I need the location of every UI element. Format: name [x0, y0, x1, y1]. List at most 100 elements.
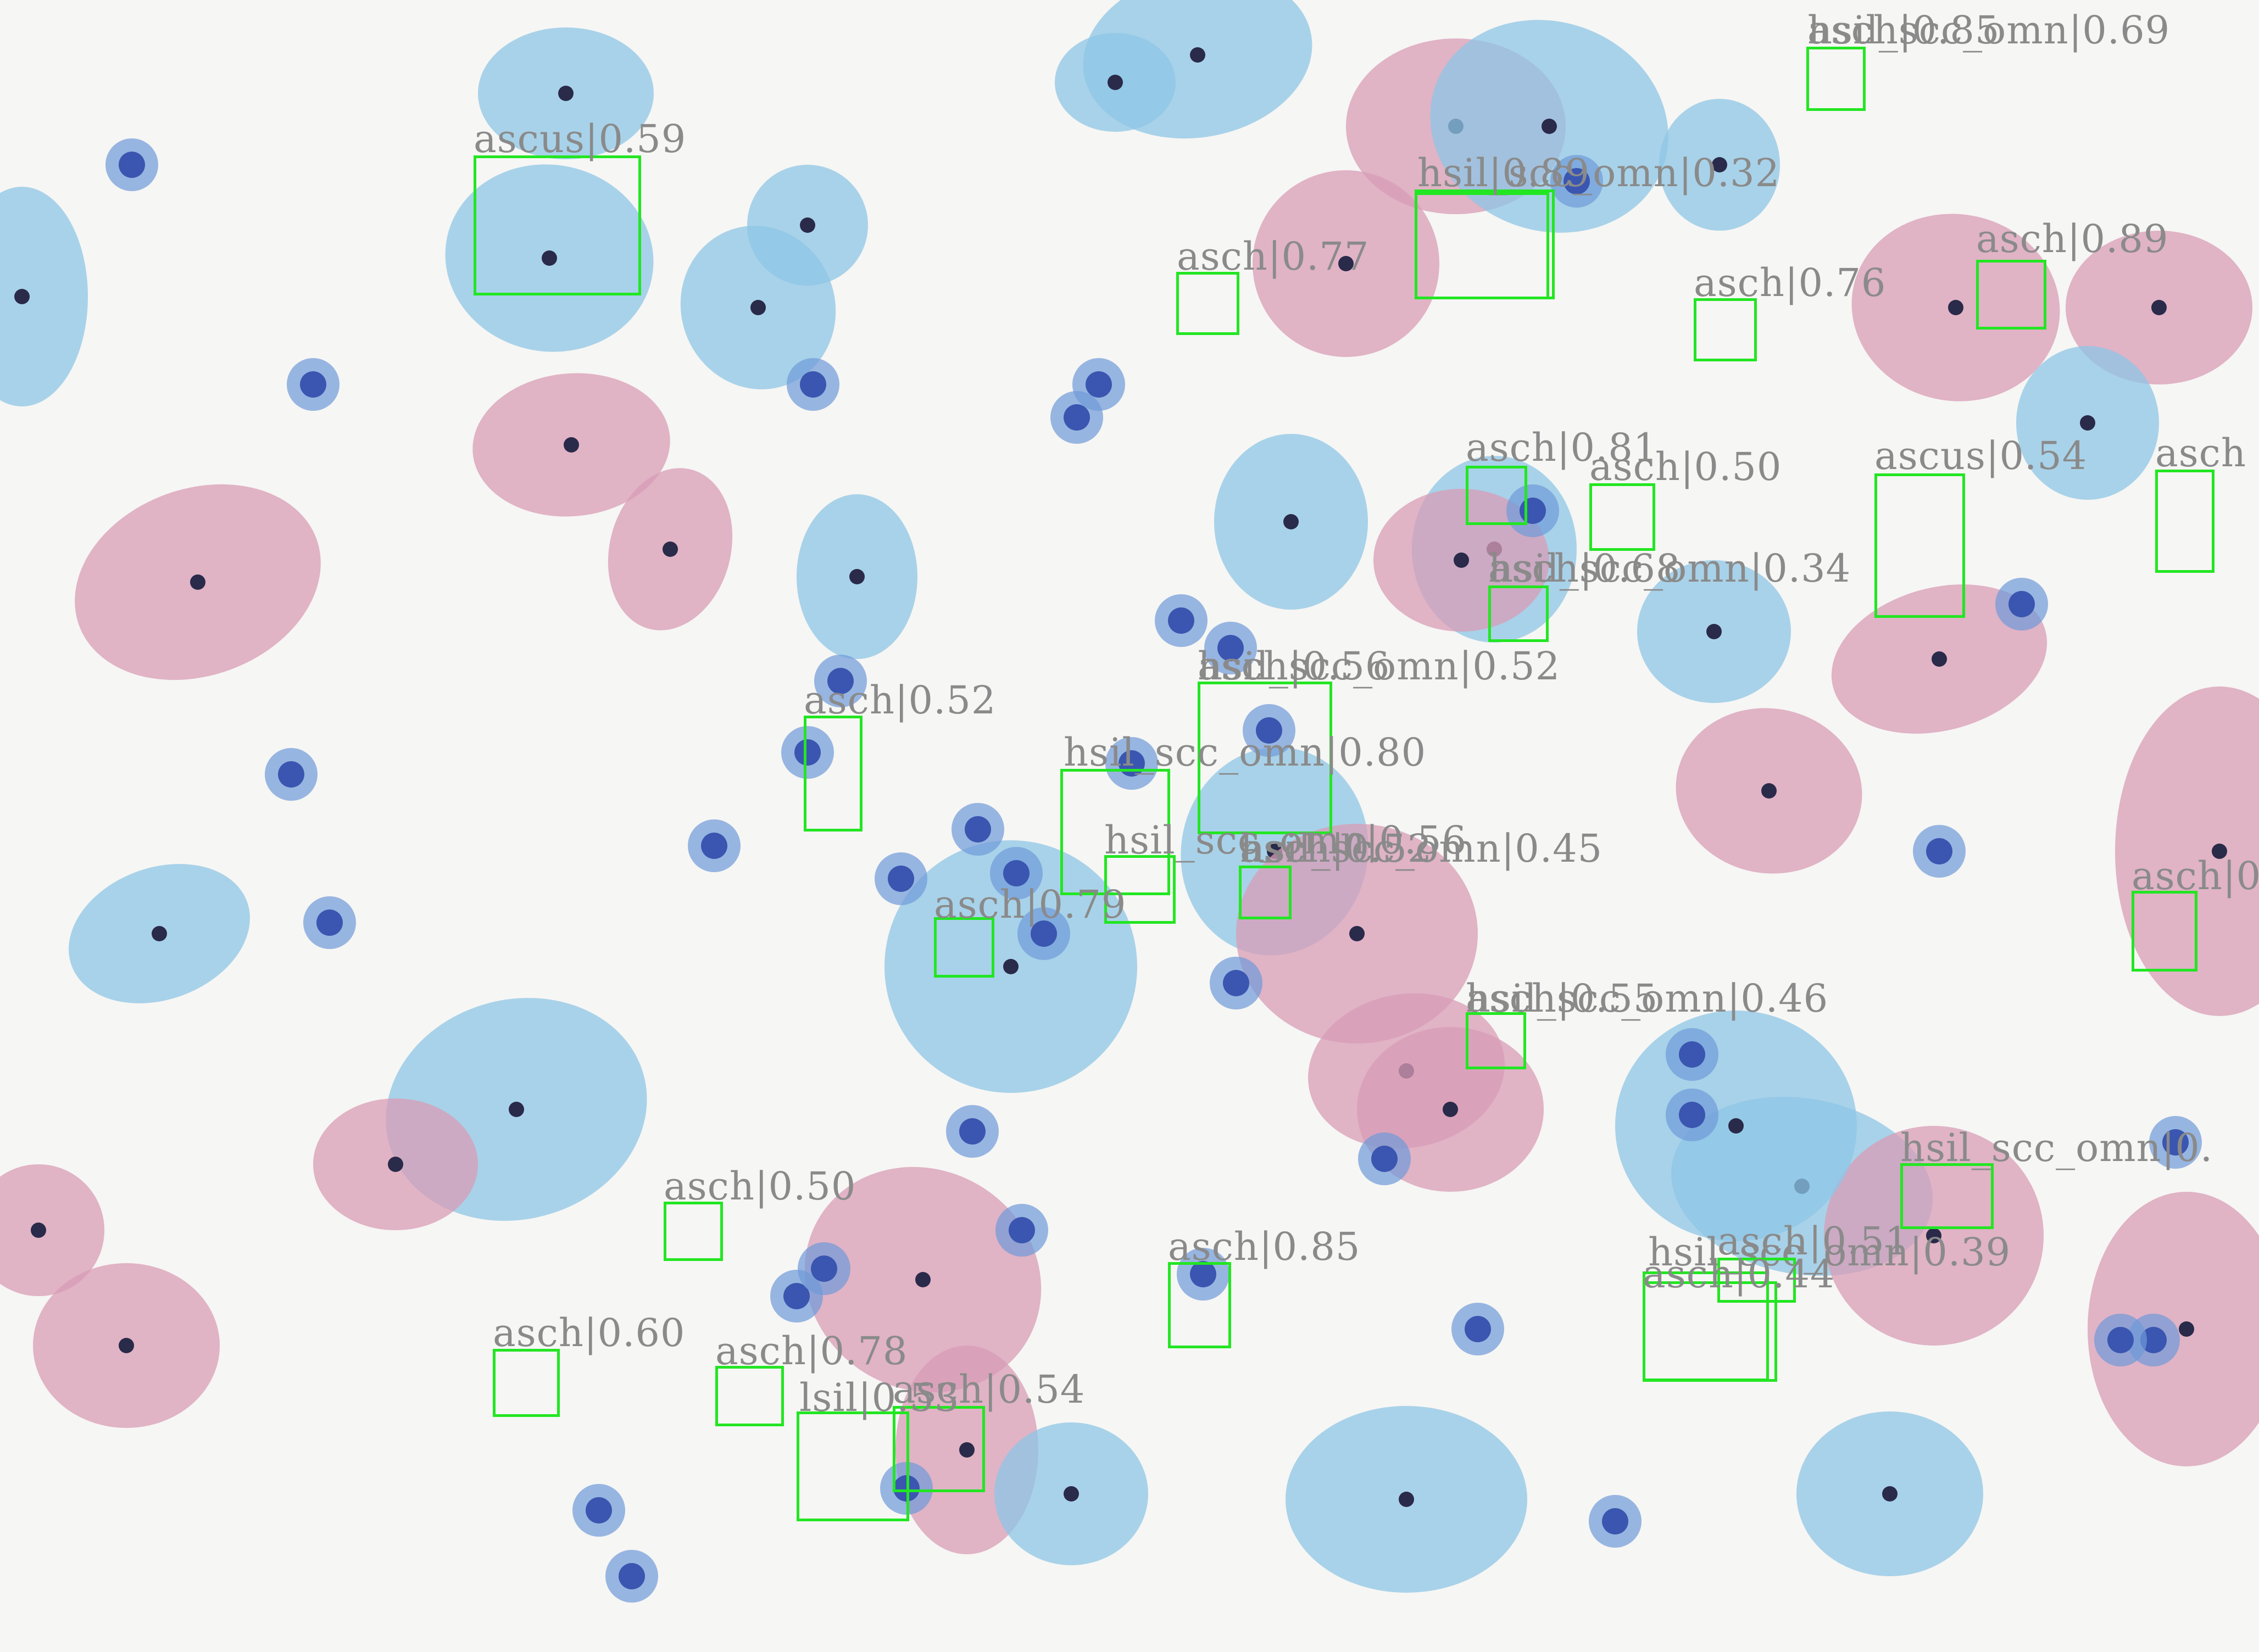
cell-nucleus	[278, 761, 304, 788]
cell-nucleus	[1706, 624, 1722, 639]
detection-label: hsil_scc_omn|0.69	[1807, 8, 2171, 53]
cell-nucleus	[2008, 591, 2035, 617]
detection-label: asch|0.50	[1589, 444, 1782, 489]
detection-label: hsil_scc_omn|0.34	[1488, 546, 1851, 591]
detection-box	[1239, 866, 1292, 919]
cell-nucleus	[2151, 300, 2167, 315]
cell-nucleus	[827, 668, 854, 694]
detection-box	[1900, 1163, 1994, 1229]
detection-box	[1976, 260, 2046, 330]
cell-nucleus	[1399, 1492, 1414, 1507]
detection-label: hsil_scc_omn|0.39	[1648, 1230, 2011, 1275]
cell-nucleus	[1108, 75, 1123, 90]
detection-label: asch|0.68	[1488, 546, 1681, 591]
cell-nucleus	[1371, 1146, 1398, 1172]
cell-nucleus	[2162, 1129, 2189, 1156]
detection-label: ascus|0.54	[1874, 433, 2088, 478]
cell-nucleus	[509, 1102, 524, 1117]
detection-label: asch|0.85	[1807, 8, 2000, 53]
cell-nucleus	[1443, 1102, 1458, 1117]
cell-nucleus	[800, 371, 826, 398]
detection-box	[1466, 466, 1527, 525]
detection-label: hsil_scc_omn|0.	[1900, 1125, 2213, 1170]
detection-label: hsil_scc_omn|0.32	[1417, 150, 1781, 196]
detection-label: hsil_scc_omn|0.45	[1240, 826, 1603, 871]
cell-nucleus	[558, 86, 574, 101]
detection-label: asch|0.52	[1240, 826, 1433, 871]
detection-label: asch|0.55	[1466, 976, 1659, 1021]
detection-box	[664, 1202, 723, 1261]
detection-box	[1717, 1258, 1796, 1303]
cell-nucleus	[1031, 920, 1057, 947]
cell-nucleus	[1168, 607, 1194, 634]
cell-nucleus	[1223, 970, 1249, 996]
cell-nucleus	[14, 289, 30, 304]
cell-nucleus	[794, 739, 821, 766]
detection-box	[804, 716, 863, 831]
cell-nucleus	[1086, 371, 1112, 398]
cell-nucleus	[564, 437, 579, 453]
detection-label: asch|0.77	[1177, 234, 1370, 279]
cell-nucleus	[2140, 1327, 2167, 1353]
detection-box	[493, 1349, 560, 1417]
cell-nucleus	[1712, 157, 1727, 172]
cell-nucleus	[619, 1563, 645, 1589]
detection-label: asch|0.78	[715, 1329, 908, 1374]
detection-box	[1488, 585, 1549, 642]
cell-nucleus	[1679, 1102, 1705, 1128]
detection-label: asch|0.52	[804, 678, 997, 723]
cell-nucleus	[1256, 717, 1282, 744]
detection-box	[1415, 192, 1549, 299]
cell-nucleus	[1283, 514, 1299, 529]
cell-nucleus	[1679, 1041, 1705, 1068]
cell-nucleus	[811, 1255, 837, 1282]
cell-nucleus	[586, 1497, 612, 1523]
detection-label: hsil_scc_omn|0.52	[1198, 644, 1561, 689]
detection-label: asch	[2155, 431, 2246, 476]
cell-nucleus	[1932, 651, 1947, 667]
cell-nucleus	[1003, 959, 1019, 974]
cell-nucleus	[1009, 1217, 1035, 1243]
detection-box	[1168, 1262, 1231, 1348]
cell-nucleus	[1926, 838, 1952, 864]
detection-box	[2132, 891, 2197, 972]
detection-label: asch|0.76	[1694, 260, 1887, 305]
detection-box	[1104, 855, 1176, 924]
detection-box	[1176, 272, 1239, 335]
cell-nucleus	[849, 569, 865, 584]
detection-label: asch|0.89	[1976, 216, 2169, 261]
cell-nucleus	[965, 816, 991, 842]
detection-box	[1589, 483, 1655, 551]
detection-box	[2155, 470, 2215, 573]
detection-box	[474, 155, 641, 295]
squamous-cell-pink	[2115, 687, 2259, 1016]
cell-nucleus	[1542, 119, 1557, 134]
detection-box	[1198, 682, 1332, 834]
detection-label: hsil_scc_omn|0.56	[1104, 818, 1467, 863]
detection-box	[797, 1411, 909, 1521]
detection-box	[893, 1406, 985, 1492]
cell-nucleus	[701, 833, 727, 859]
detection-box	[1806, 47, 1866, 111]
cell-nucleus	[152, 926, 167, 941]
detection-label: lsil|0.53	[799, 1375, 960, 1420]
cell-nucleus	[388, 1157, 403, 1172]
cell-nucleus	[316, 909, 343, 936]
cell-nucleus	[1761, 783, 1777, 799]
squamous-cell-pink	[0, 1164, 104, 1296]
detection-label: asch|0.81	[1466, 425, 1659, 470]
detection-label: hsil_scc_omn|0.46	[1466, 976, 1829, 1021]
detection-label: ascus|0.59	[474, 116, 687, 161]
cell-nucleus	[1190, 1261, 1216, 1287]
detection-label: asch|0.60	[493, 1310, 686, 1355]
detection-label: asch|0.54	[893, 1367, 1086, 1412]
cell-nucleus	[1882, 1486, 1898, 1502]
cell-nucleus	[663, 542, 678, 557]
cell-nucleus	[1454, 552, 1469, 568]
cell-nucleus	[959, 1442, 975, 1458]
cell-nucleus	[1728, 1118, 1744, 1134]
cell-nucleus	[1465, 1316, 1491, 1342]
detection-box	[1466, 1012, 1526, 1069]
cell-nucleus	[959, 1118, 986, 1145]
